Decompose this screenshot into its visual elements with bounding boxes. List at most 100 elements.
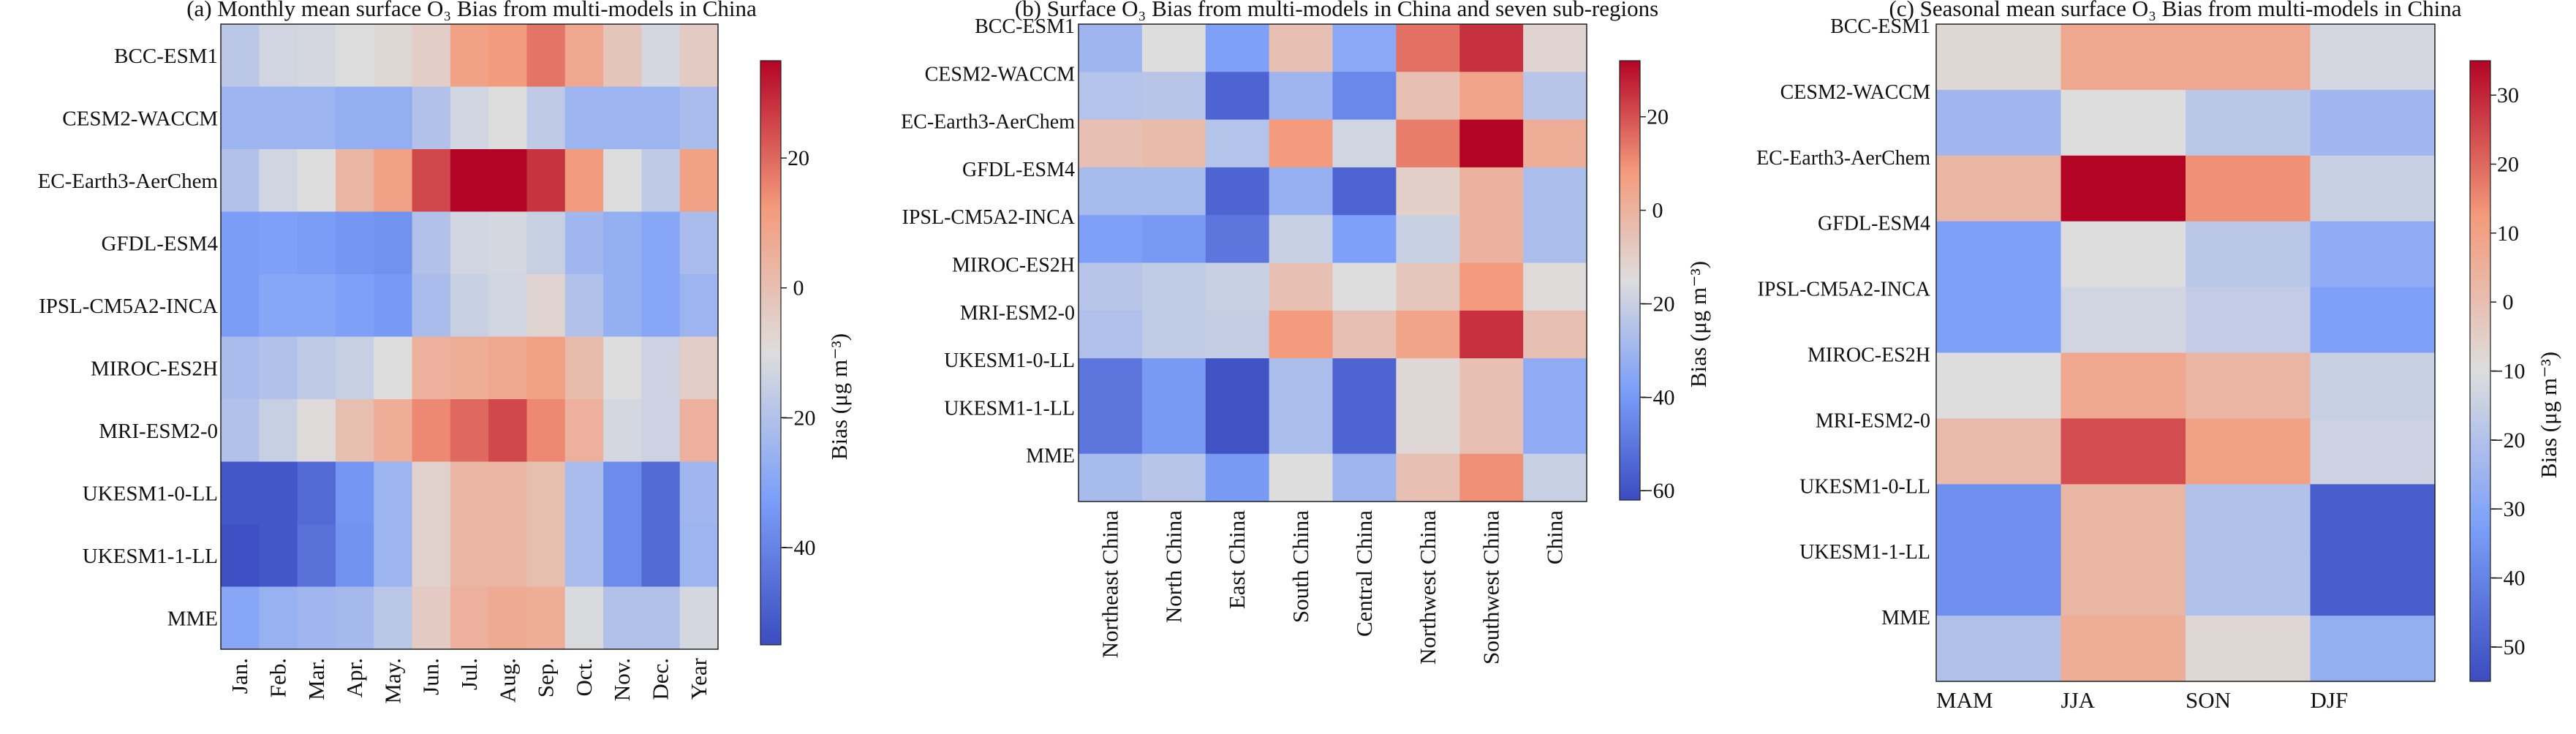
heatmap-cell bbox=[1332, 72, 1397, 121]
heatmap-cell bbox=[1936, 89, 2062, 156]
heatmap-cell bbox=[1523, 453, 1587, 502]
colorbar-label: Bias (μg m⁻³) bbox=[2536, 352, 2561, 478]
heatmap-cell bbox=[1079, 24, 1143, 72]
heatmap-cell bbox=[488, 149, 528, 213]
heatmap-cell bbox=[335, 399, 374, 463]
row-label: MIROC-ES2H bbox=[952, 254, 1075, 277]
heatmap-cell bbox=[412, 586, 451, 650]
colorbar-tick-label: 0 bbox=[1653, 199, 1663, 223]
heatmap-cell bbox=[1269, 167, 1334, 216]
heatmap-cell bbox=[335, 274, 374, 338]
heatmap-cell bbox=[2061, 287, 2186, 354]
heatmap-cell bbox=[1523, 119, 1587, 168]
heatmap-cell bbox=[1205, 119, 1270, 168]
row-label: GFDL-ESM4 bbox=[1818, 213, 1930, 235]
heatmap-cell bbox=[259, 524, 298, 588]
heatmap-cell bbox=[564, 586, 604, 650]
heatmap-cell bbox=[641, 336, 681, 400]
column-label: Apr. bbox=[341, 658, 367, 697]
row-label: CESM2-WACCM bbox=[1780, 81, 1930, 104]
colorbar-tick-label: −10 bbox=[2491, 360, 2526, 384]
column-label: Feb. bbox=[265, 658, 290, 697]
heatmap-cell bbox=[221, 211, 260, 275]
heatmap-cell bbox=[450, 86, 489, 150]
colorbar-tick-label: −20 bbox=[1641, 292, 1675, 316]
heatmap-cell bbox=[1523, 262, 1587, 311]
heatmap-cell bbox=[221, 86, 260, 150]
heatmap-cell bbox=[221, 399, 260, 463]
heatmap-cell bbox=[603, 336, 642, 400]
heatmap-cell bbox=[2061, 155, 2186, 222]
heatmap-cell bbox=[450, 24, 489, 88]
heatmap-cell bbox=[679, 461, 719, 525]
heatmap-cell bbox=[1205, 167, 1270, 216]
heatmap-cell bbox=[259, 399, 298, 463]
heatmap-frame bbox=[220, 23, 719, 650]
heatmap-cell bbox=[2186, 155, 2311, 222]
heatmap-cell bbox=[221, 24, 260, 88]
heatmap-cell bbox=[1205, 310, 1270, 359]
heatmap-cell bbox=[679, 211, 719, 275]
heatmap-cell bbox=[1332, 167, 1397, 216]
heatmap-cell bbox=[1079, 262, 1143, 311]
heatmap-cell bbox=[641, 274, 681, 338]
colorbar-tick-label: −30 bbox=[2491, 497, 2526, 521]
panel-title: (c) Seasonal mean surface O₃ Bias from m… bbox=[1889, 0, 2461, 21]
colorbar-tick-label: −20 bbox=[2491, 428, 2526, 453]
heatmap-cell bbox=[1332, 119, 1397, 168]
row-label: UKESM1-0-LL bbox=[1799, 475, 1930, 498]
heatmap-cell bbox=[526, 336, 566, 400]
heatmap-cell bbox=[564, 336, 604, 400]
heatmap-cell bbox=[259, 24, 298, 88]
heatmap-cell bbox=[488, 461, 528, 525]
heatmap-cell bbox=[603, 211, 642, 275]
heatmap-cell bbox=[259, 86, 298, 150]
heatmap-cell bbox=[488, 24, 528, 88]
heatmap-cell bbox=[2310, 352, 2436, 419]
heatmap-cell bbox=[1523, 310, 1587, 359]
heatmap-cell bbox=[1079, 119, 1143, 168]
heatmap-cell bbox=[2061, 89, 2186, 156]
heatmap-cell bbox=[1141, 119, 1206, 168]
heatmap-cell bbox=[1459, 310, 1524, 359]
heatmap-cell bbox=[259, 336, 298, 400]
heatmap-cell bbox=[374, 149, 413, 213]
heatmap-cell bbox=[297, 24, 336, 88]
heatmap-cell bbox=[679, 399, 719, 463]
row-label: MIROC-ES2H bbox=[91, 357, 218, 380]
heatmap-cell bbox=[641, 586, 681, 650]
heatmap-cell bbox=[1205, 358, 1270, 406]
colorbar-tick-label: 20 bbox=[787, 146, 809, 170]
row-label: BCC-ESM1 bbox=[1830, 15, 1930, 38]
heatmap-cell bbox=[1205, 24, 1270, 72]
heatmap-cell bbox=[488, 274, 528, 338]
colorbar-tick-label: 10 bbox=[2497, 222, 2519, 246]
heatmap-cell bbox=[2310, 550, 2436, 616]
colorbar bbox=[1619, 60, 1641, 501]
heatmap-cell bbox=[2061, 418, 2186, 485]
colorbar-label: Bias (μg m⁻³) bbox=[826, 333, 852, 460]
heatmap-cell bbox=[1332, 453, 1397, 502]
row-label: UKESM1-1-LL bbox=[1799, 541, 1930, 564]
heatmap-cell bbox=[412, 211, 451, 275]
heatmap-cell bbox=[374, 586, 413, 650]
heatmap-cell bbox=[297, 274, 336, 338]
heatmap-cell bbox=[1936, 616, 2062, 682]
heatmap-cell bbox=[1332, 310, 1397, 359]
heatmap-cell bbox=[1332, 358, 1397, 406]
heatmap-cell bbox=[450, 524, 489, 588]
column-label: North China bbox=[1160, 510, 1186, 623]
column-label: Northwest China bbox=[1415, 510, 1440, 665]
row-label: MME bbox=[1881, 607, 1930, 629]
heatmap-cell bbox=[1936, 287, 2062, 354]
column-label: Northeast China bbox=[1097, 510, 1122, 659]
colorbar-tick-label: −40 bbox=[2491, 567, 2526, 591]
heatmap-cell bbox=[1459, 167, 1524, 216]
heatmap-cell bbox=[1523, 406, 1587, 455]
heatmap-cell bbox=[526, 211, 566, 275]
colorbar-tick-label: 0 bbox=[793, 276, 804, 300]
column-label: Jul. bbox=[456, 658, 482, 690]
heatmap-cell bbox=[1459, 24, 1524, 72]
row-label: UKESM1-0-LL bbox=[83, 482, 218, 505]
heatmap-cell bbox=[564, 86, 604, 150]
